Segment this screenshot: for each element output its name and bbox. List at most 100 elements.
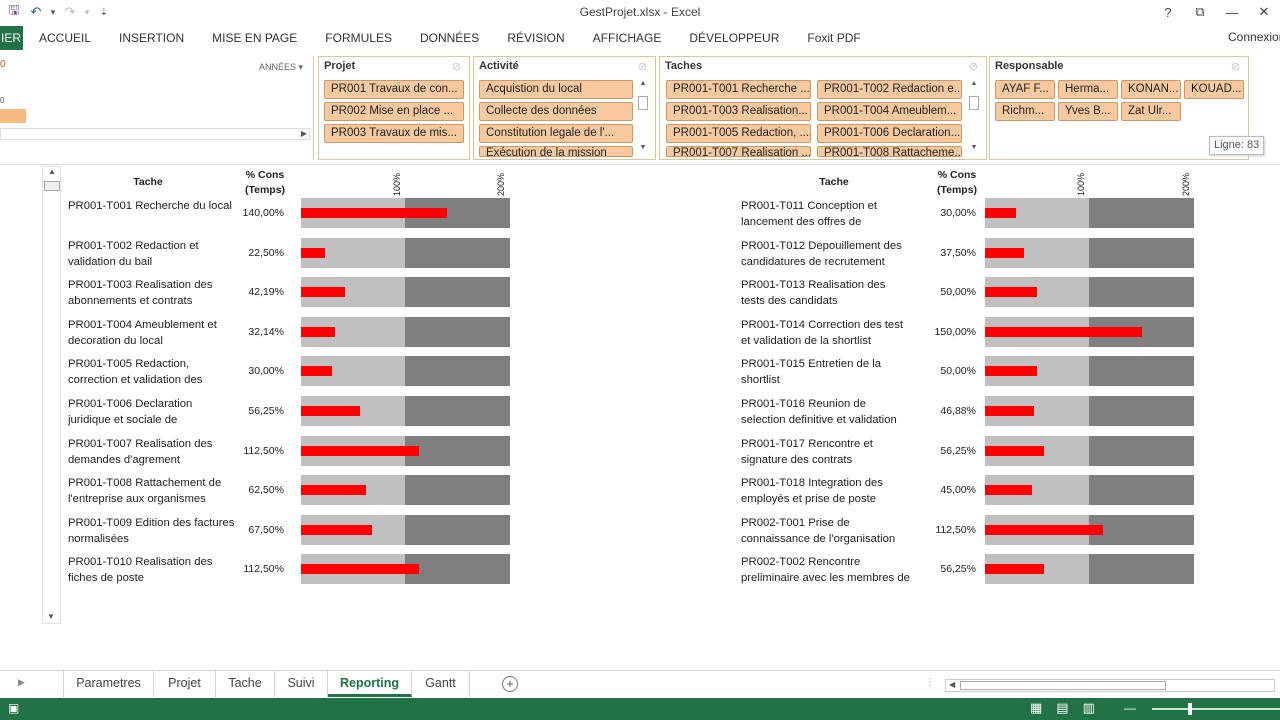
task-label: PR001-T015 Entretien de la shortlist: [741, 358, 882, 386]
redo-icon[interactable]: ↷: [64, 4, 76, 19]
slicer-item[interactable]: PR001-T005 Redaction, ...: [666, 124, 811, 143]
tab-affichage[interactable]: AFFICHAGE: [592, 31, 662, 45]
slicer-scrollbar[interactable]: ▲ ▼: [637, 80, 649, 156]
scroll-left-icon[interactable]: ◀: [949, 680, 956, 689]
slicer-item[interactable]: PR001-T008 Rattacheme...: [817, 146, 962, 157]
scroll-down-icon[interactable]: ▼: [47, 612, 55, 621]
customize-qat-icon[interactable]: ⇣: [99, 6, 109, 18]
zoom-slider-thumb[interactable]: [1188, 703, 1192, 715]
help-icon[interactable]: ?: [1164, 4, 1172, 20]
progress-gauge: [301, 436, 510, 466]
slicer-item[interactable]: Yves B...: [1058, 102, 1118, 121]
progress-gauge: [301, 277, 510, 307]
window-controls: ? ⧉ — ✕: [1152, 0, 1280, 24]
scroll-thumb[interactable]: [638, 96, 648, 110]
slicer-item[interactable]: KOUAD...: [1184, 80, 1244, 99]
slicer-item[interactable]: PR001-T003 Realisation...: [666, 102, 811, 121]
tab-developpeur[interactable]: DÉVELOPPEUR: [689, 31, 780, 45]
undo-icon[interactable]: ↶: [30, 4, 42, 19]
progress-gauge: [985, 554, 1194, 584]
page-layout-view-icon[interactable]: ▤: [1056, 700, 1069, 715]
sheet-tab-reporting[interactable]: Reporting: [328, 671, 412, 697]
slicer-item[interactable]: PR003 Travaux de mis...: [324, 124, 464, 143]
zoom-out-icon[interactable]: —: [1124, 701, 1136, 715]
slicer-item[interactable]: Zat Ulr...: [1121, 102, 1181, 121]
scroll-up-icon[interactable]: ▲: [639, 80, 647, 87]
tab-accueil[interactable]: ACCUEIL: [39, 31, 92, 45]
slicer-scrollbar[interactable]: ▲ ▼: [968, 80, 980, 156]
clear-filter-icon[interactable]: ⊘: [968, 61, 978, 73]
normal-view-icon[interactable]: ▦: [1030, 700, 1043, 715]
tab-foxit-pdf[interactable]: Foxit PDF: [807, 31, 861, 45]
sheet-tab-parametres[interactable]: Parametres: [63, 671, 154, 697]
slicer-item[interactable]: PR001-T006 Declaration...: [817, 124, 962, 143]
slicer-item[interactable]: PR001-T002 Redaction e...: [817, 80, 962, 99]
tab-scroll-icon[interactable]: ▶: [18, 677, 25, 687]
scroll-thumb[interactable]: [969, 96, 979, 110]
slicer-item[interactable]: PR001-T004 Ameublem...: [817, 102, 962, 121]
clear-filter-icon[interactable]: ⊘: [1230, 61, 1240, 73]
sheet-tab-gantt[interactable]: Gantt: [412, 671, 470, 697]
slicer-item[interactable]: Richm...: [995, 102, 1055, 121]
zoom-slider[interactable]: [1152, 708, 1280, 710]
task-pct-value: 30,00%: [940, 207, 976, 219]
task-label: PR001-T013 Realisation des tests des can…: [741, 279, 886, 307]
tab-split-handle-icon[interactable]: ⋮: [925, 677, 935, 688]
slicer-item[interactable]: Constitution legale de l'...: [479, 124, 633, 143]
sheet-horizontal-scrollbar[interactable]: ◀: [945, 679, 1275, 692]
close-icon[interactable]: ✕: [1258, 4, 1270, 19]
tab-formules[interactable]: FORMULES: [325, 31, 392, 45]
tab-mise-en-page[interactable]: MISE EN PAGE: [212, 31, 298, 45]
axis-label-100: 100%: [1076, 172, 1086, 196]
add-sheet-button[interactable]: +: [502, 676, 518, 692]
slicer-item[interactable]: Collecte des données: [479, 102, 633, 121]
progress-gauge: [985, 238, 1194, 268]
slicer-item[interactable]: PR001 Travaux de con...: [324, 80, 464, 99]
progress-gauge: [985, 198, 1194, 228]
sheet-tab-suivi[interactable]: Suivi: [275, 671, 328, 697]
sheet-tab-tache[interactable]: Tache: [216, 671, 275, 697]
sheet-vertical-scrollbar[interactable]: ▲ ▼: [42, 166, 61, 624]
undo-dropdown-icon[interactable]: ▾: [50, 6, 56, 17]
scroll-thumb[interactable]: [44, 181, 60, 191]
ribbon-display-icon[interactable]: ⧉: [1195, 4, 1205, 19]
gauge-band-100-200: [1089, 277, 1194, 307]
sign-in-link[interactable]: Connexion: [1228, 30, 1280, 44]
slicer-item[interactable]: PR001-T007 Realisation ...: [666, 146, 811, 157]
slicer-item[interactable]: PR002 Mise en place ...: [324, 102, 464, 121]
progress-bar: [985, 564, 1044, 574]
gauge-band-100-200: [405, 436, 510, 466]
sheet-tab-projet[interactable]: Projet: [154, 671, 216, 697]
scroll-thumb[interactable]: [960, 681, 1166, 690]
gauge-band-100-200: [1089, 475, 1194, 505]
task-label: PR001-T016 Reunion de selection definiti…: [741, 398, 897, 426]
tab-insertion[interactable]: INSERTION: [119, 31, 185, 45]
scroll-up-icon[interactable]: ▲: [48, 167, 56, 176]
tab-revision[interactable]: RÉVISION: [507, 31, 565, 45]
slicer-title: Activité: [479, 60, 519, 72]
page-break-view-icon[interactable]: ▥: [1082, 700, 1095, 715]
scroll-down-icon[interactable]: ▼: [639, 144, 647, 151]
slicer-item[interactable]: Acquistion du local: [479, 80, 633, 99]
timeline-scrollbar[interactable]: ▶: [0, 128, 310, 140]
scroll-right-icon[interactable]: ▶: [300, 129, 307, 138]
slicers-panel: 0 ANNÉES ▾ 0 ▶ Projet ⊘ PR001 Travaux de…: [0, 56, 1280, 162]
save-icon[interactable]: 🖫: [8, 2, 20, 17]
scroll-up-icon[interactable]: ▲: [970, 80, 978, 87]
slicer-item[interactable]: KONAN...: [1121, 80, 1181, 99]
tab-file[interactable]: IER: [0, 26, 23, 50]
tab-donnees[interactable]: DONNÉES: [419, 31, 480, 45]
scroll-down-icon[interactable]: ▼: [970, 144, 978, 151]
redo-dropdown-icon[interactable]: ▾: [84, 6, 90, 17]
slicer-item[interactable]: PR001-T001 Recherche ...: [666, 80, 811, 99]
timeline-selected-bar[interactable]: [0, 109, 26, 123]
task-pct-value: 22,50%: [248, 247, 284, 259]
minimize-icon[interactable]: —: [1225, 4, 1239, 20]
slicer-item[interactable]: Herma...: [1058, 80, 1118, 99]
clear-filter-icon[interactable]: ⊘: [451, 61, 461, 73]
timeline-period-selector[interactable]: ANNÉES ▾: [258, 62, 303, 72]
slicer-item[interactable]: AYAF F...: [995, 80, 1055, 99]
progress-bar: [301, 485, 367, 495]
clear-filter-icon[interactable]: ⊘: [637, 61, 647, 73]
slicer-item[interactable]: Exécution de la mission: [479, 146, 633, 157]
